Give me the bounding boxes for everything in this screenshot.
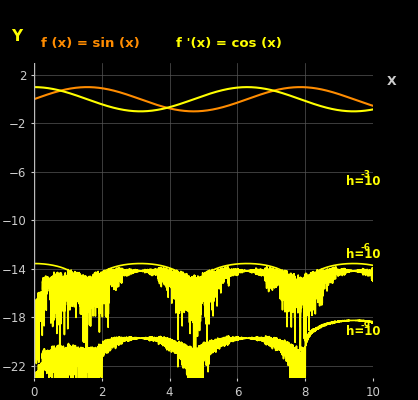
Text: -6: -6 bbox=[361, 243, 371, 252]
Text: h=10: h=10 bbox=[346, 248, 380, 261]
Text: -9: -9 bbox=[361, 321, 371, 330]
Text: h=10: h=10 bbox=[346, 175, 380, 188]
Text: f '(x) = cos (x): f '(x) = cos (x) bbox=[176, 37, 282, 50]
Text: X: X bbox=[387, 74, 396, 88]
Text: Y: Y bbox=[11, 29, 23, 44]
Text: f (x) = sin (x): f (x) = sin (x) bbox=[41, 37, 140, 50]
Text: h=10: h=10 bbox=[346, 326, 380, 338]
Text: -3: -3 bbox=[361, 170, 371, 180]
